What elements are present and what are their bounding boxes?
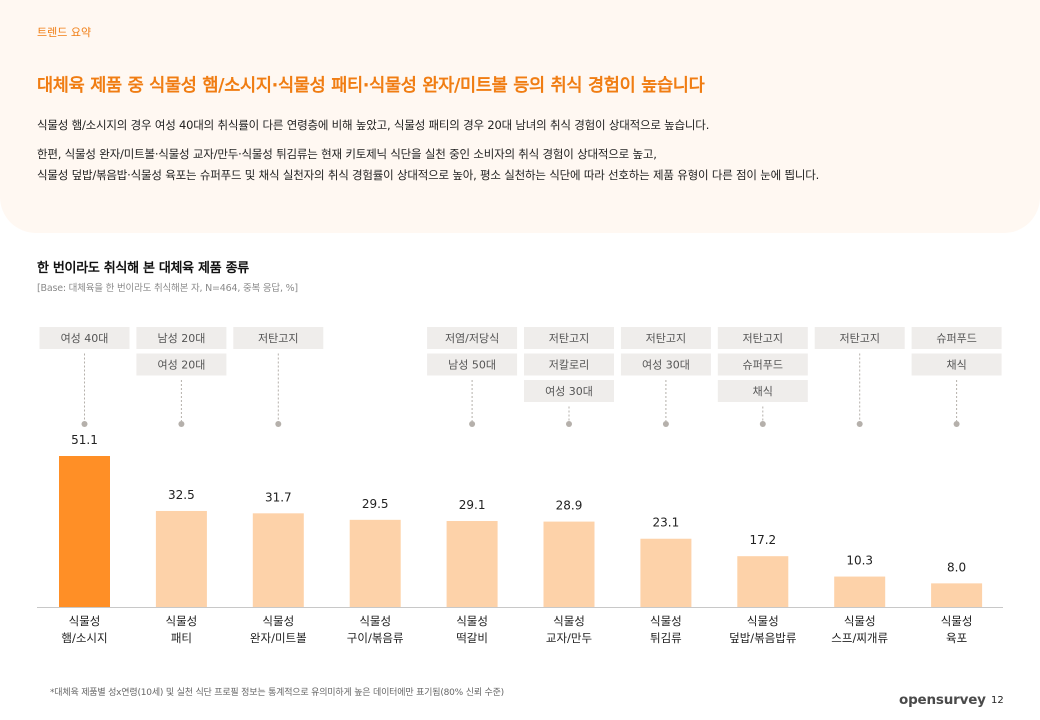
annotation-text-9-0: 슈퍼푸드 <box>936 332 976 345</box>
annotation-tag-4-1 <box>427 353 518 376</box>
brand-logo: opensurvey <box>899 692 986 708</box>
category-label-1-line-0: 식물성 <box>166 614 198 628</box>
annotation-tag-7-1 <box>717 353 808 376</box>
annotation-text-6-0: 저탄고지 <box>646 332 686 345</box>
data-label-9: 8.0 <box>947 560 966 574</box>
annotation-tag-7-2 <box>717 380 808 402</box>
annotation-text-8-0: 저탄고지 <box>839 332 879 345</box>
annotation-tag-9-0 <box>911 327 1002 349</box>
annotation-text-4-1: 남성 50대 <box>448 359 496 372</box>
bar-9 <box>931 583 983 607</box>
annotation-tag-8-0 <box>814 327 905 349</box>
annotation-text-9-1: 채식 <box>946 359 966 372</box>
annotation-text-0-0: 여성 40대 <box>61 332 109 345</box>
annotation-tag-1-1 <box>136 353 227 376</box>
bar-3 <box>349 519 401 607</box>
chart-base-note: [Base: 대체육을 한 번이라도 취식해본 자, N=464, 중복 응답,… <box>37 283 298 294</box>
summary-paragraph-2-line-2: 식물성 덮밥/볶음밥·식물성 육포는 슈퍼푸드 및 채식 실천자의 취식 경험률… <box>37 168 820 182</box>
data-label-7: 17.2 <box>749 533 776 547</box>
annotation-text-4-0: 저염/저당식 <box>445 332 499 345</box>
bar-8 <box>834 576 886 607</box>
data-label-4: 29.1 <box>459 498 486 512</box>
annotation-text-5-2: 여성 30대 <box>545 385 593 398</box>
data-label-1: 32.5 <box>168 488 195 502</box>
category-label-8-line-0: 식물성 <box>844 614 876 628</box>
category-label-6-line-1: 튀김류 <box>650 631 682 645</box>
annotation-tag-2-0 <box>233 327 324 349</box>
annotation-dot-0 <box>81 421 88 427</box>
annotation-text-5-0: 저탄고지 <box>549 332 589 345</box>
chart-title: 한 번이라도 취식해 본 대체육 제품 종류 <box>37 261 249 276</box>
category-label-1-line-1: 패티 <box>171 631 192 645</box>
annotation-tag-6-1 <box>620 353 711 376</box>
annotation-text-7-0: 저탄고지 <box>743 332 783 345</box>
category-label-3-line-0: 식물성 <box>359 614 391 628</box>
bar-7 <box>737 556 789 607</box>
category-label-6-line-0: 식물성 <box>650 614 682 628</box>
category-label-9-line-0: 식물성 <box>941 614 973 628</box>
category-label-0-line-0: 식물성 <box>69 614 101 628</box>
data-label-3: 29.5 <box>362 497 389 511</box>
annotation-dot-2 <box>275 421 282 427</box>
category-label-8-line-1: 스프/찌개류 <box>831 631 888 645</box>
annotation-tag-0-0 <box>39 327 130 349</box>
data-label-0: 51.1 <box>71 433 98 447</box>
annotation-text-2-0: 저탄고지 <box>258 332 298 345</box>
summary-paragraph-2-line-1: 한편, 식물성 완자/미트볼·식물성 교자/만두·식물성 튀김류는 현재 키토제… <box>37 147 657 161</box>
summary-panel: 트렌드 요약 대체육 제품 중 식물성 햄/소시지·식물성 패티·식물성 완자/… <box>0 0 1040 233</box>
category-label-2-line-0: 식물성 <box>262 614 294 628</box>
summary-paragraph-2: 한편, 식물성 완자/미트볼·식물성 교자/만두·식물성 튀김류는 현재 키토제… <box>37 144 819 186</box>
annotation-text-6-1: 여성 30대 <box>642 359 690 372</box>
annotation-dot-1 <box>178 421 185 427</box>
category-label-4-line-1: 떡갈비 <box>456 631 488 645</box>
data-label-5: 28.9 <box>556 499 583 513</box>
bar-1 <box>155 510 207 607</box>
annotation-tag-9-1 <box>911 353 1002 376</box>
bar-0 <box>59 456 110 607</box>
annotation-tag-5-1 <box>524 353 614 376</box>
footnote: *대체육 제품별 성x연령(10세) 및 실천 식단 프로필 정보는 통계적으로… <box>50 688 504 698</box>
annotation-dot-8 <box>856 421 863 427</box>
section-eyebrow: 트렌드 요약 <box>37 26 92 39</box>
bar-4 <box>446 521 498 607</box>
bar-6 <box>640 538 692 607</box>
bar-5 <box>543 521 595 607</box>
annotation-tag-5-2 <box>524 380 614 402</box>
category-label-4-line-0: 식물성 <box>456 614 488 628</box>
data-label-6: 23.1 <box>653 516 680 530</box>
summary-paragraph-1: 식물성 햄/소시지의 경우 여성 40대의 취식률이 다른 연령층에 비해 높았… <box>37 118 710 132</box>
page-headline: 대체육 제품 중 식물성 햄/소시지·식물성 패티·식물성 완자/미트볼 등의 … <box>37 76 705 96</box>
category-label-9-line-1: 육포 <box>946 631 967 645</box>
annotation-dot-5 <box>566 421 572 427</box>
category-label-0-line-1: 햄/소시지 <box>61 631 107 645</box>
annotation-dot-7 <box>759 421 766 427</box>
category-label-2-line-1: 완자/미트볼 <box>250 631 307 645</box>
annotation-text-1-1: 여성 20대 <box>157 359 205 372</box>
annotation-tag-6-0 <box>620 327 711 349</box>
category-label-7-line-0: 식물성 <box>747 614 779 628</box>
bar-2 <box>252 513 304 607</box>
annotation-tag-5-0 <box>524 327 614 349</box>
annotation-tag-4-0 <box>427 327 518 349</box>
annotation-text-1-0: 남성 20대 <box>157 332 205 345</box>
annotation-dot-6 <box>662 421 669 427</box>
annotation-text-7-1: 슈퍼푸드 <box>743 359 783 372</box>
annotation-text-7-2: 채식 <box>753 385 773 398</box>
category-label-3-line-1: 구이/볶음류 <box>347 631 404 645</box>
category-label-7-line-1: 덮밥/볶음밥류 <box>729 631 796 645</box>
category-label-5-line-0: 식물성 <box>553 614 585 628</box>
page-number: 12 <box>991 695 1004 706</box>
data-label-8: 10.3 <box>846 554 873 568</box>
data-label-2: 31.7 <box>265 490 292 504</box>
annotation-dot-9 <box>953 421 960 427</box>
annotation-tag-1-0 <box>136 327 227 349</box>
annotation-text-5-1: 저칼로리 <box>549 359 589 372</box>
category-label-5-line-1: 교자/만두 <box>546 631 592 645</box>
annotation-tag-7-0 <box>717 327 808 349</box>
annotation-dot-4 <box>469 421 476 427</box>
